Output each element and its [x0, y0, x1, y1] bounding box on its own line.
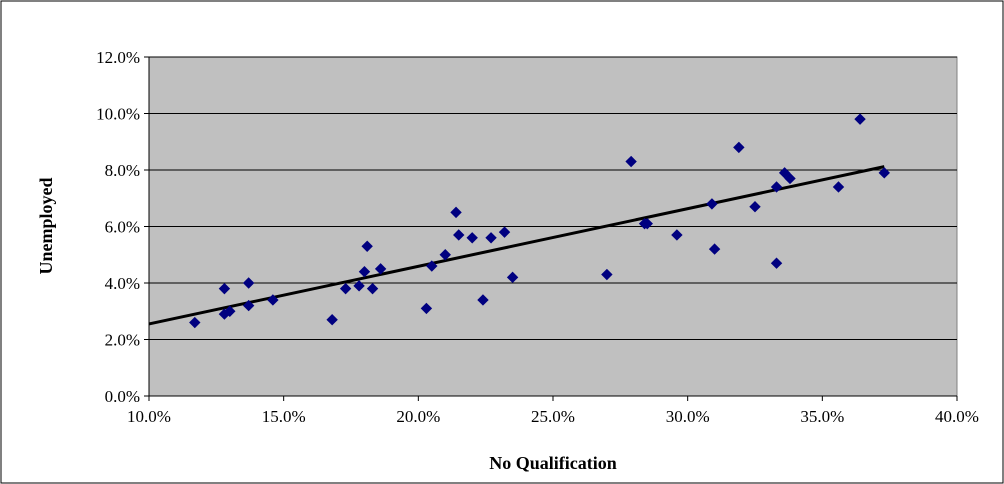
y-tick-label: 6.0%	[105, 218, 140, 237]
x-tick-label: 15.0%	[262, 407, 306, 426]
x-tick-label: 10.0%	[127, 407, 171, 426]
data-point	[641, 217, 653, 230]
y-tick-label: 8.0%	[105, 161, 140, 180]
y-tick-label: 10.0%	[96, 105, 140, 124]
data-point	[439, 249, 451, 261]
x-tick-label: 40.0%	[935, 407, 979, 426]
data-point	[878, 167, 890, 179]
data-points	[189, 113, 890, 329]
data-point	[353, 280, 365, 292]
data-point	[854, 113, 866, 125]
data-point	[506, 271, 519, 284]
data-point	[242, 299, 255, 312]
x-axis-title: No Qualification	[489, 453, 617, 473]
y-tick-label: 2.0%	[105, 331, 140, 350]
data-point	[477, 294, 489, 306]
data-point	[224, 305, 236, 317]
data-point	[374, 263, 387, 275]
y-tick-label: 12.0%	[96, 48, 140, 67]
y-tick-label: 4.0%	[105, 274, 140, 293]
data-point	[671, 229, 683, 241]
data-point	[625, 155, 637, 168]
data-point	[778, 167, 791, 179]
x-tick-label: 35.0%	[800, 407, 844, 426]
data-point	[708, 243, 721, 255]
x-tick-label: 25.0%	[531, 407, 575, 426]
data-point	[426, 260, 438, 272]
data-point	[358, 265, 371, 278]
data-point	[326, 314, 338, 326]
data-point	[450, 206, 462, 219]
data-point	[242, 277, 255, 289]
data-point	[339, 282, 352, 295]
data-point	[832, 181, 845, 193]
data-point	[770, 181, 783, 193]
data-point	[466, 232, 478, 244]
data-point	[706, 198, 718, 210]
data-point	[361, 240, 373, 252]
x-tick-label: 20.0%	[396, 407, 440, 426]
data-point	[218, 282, 231, 295]
data-point	[267, 294, 279, 306]
data-point	[498, 226, 511, 238]
y-tick-label: 0.0%	[105, 387, 140, 406]
gridlines	[149, 56, 957, 340]
y-axis-title: Unemployed	[36, 177, 56, 274]
axes: 0.0% 2.0% 4.0% 6.0% 8.0% 10.0% 12.0% 10.0% 15.0%…	[96, 48, 979, 426]
data-point	[770, 257, 783, 269]
x-tick-label: 30.0%	[666, 407, 710, 426]
data-point	[420, 302, 433, 315]
data-point	[733, 141, 745, 154]
data-point	[749, 201, 761, 213]
data-point	[453, 229, 465, 241]
data-point	[189, 316, 201, 329]
data-point	[485, 232, 497, 244]
data-point	[784, 172, 796, 185]
data-point	[601, 268, 613, 281]
data-point	[366, 282, 379, 295]
